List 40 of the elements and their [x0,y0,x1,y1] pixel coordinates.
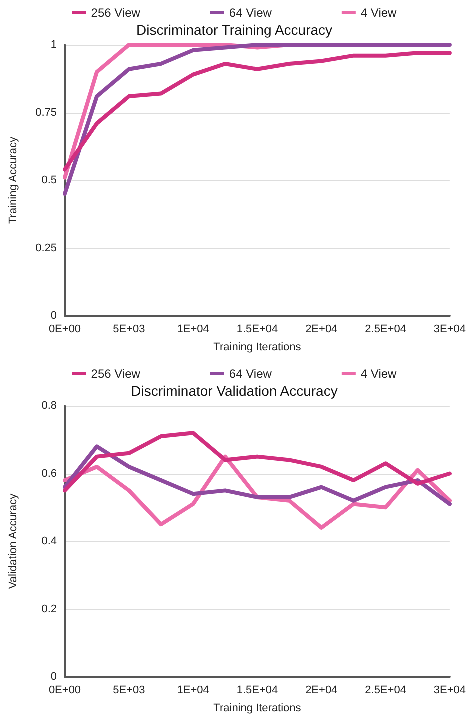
x-tick-label: 1.5E+04 [236,684,278,696]
y-tick-label: 0.8 [42,400,57,412]
y-axis-title: Validation Accuracy [8,493,20,590]
x-tick-label: 3E+04 [434,684,466,696]
x-tick-label: 1E+04 [177,684,210,696]
y-tick-label: 0.6 [42,468,57,480]
x-axis-title: Training Iterations [214,342,302,354]
legend-label: 4 View [360,367,398,381]
y-axis-title: Training Accuracy [8,136,20,224]
line-series [63,51,452,172]
y-tick-label: 0.5 [42,174,57,186]
y-tick-label: 0.75 [36,106,57,119]
y-tick-label: 0.4 [42,536,57,548]
y-tick-label: 0 [50,671,57,683]
x-tick-label: 5E+03 [113,324,146,336]
line-series [63,431,452,493]
legend-label: 64 View [229,6,272,20]
y-tick-label: 0.2 [42,603,57,616]
x-tick-label: 2.5E+04 [365,684,406,696]
x-axis-title: Training Iterations [214,702,302,714]
x-tick-label: 2.5E+04 [365,324,406,336]
legend-label: 256 View [91,367,141,381]
x-tick-label: 5E+03 [113,684,146,696]
line-series [63,43,452,196]
y-tick-label: 0 [50,310,57,322]
legend-label: 64 View [229,367,272,381]
chart-title: Discriminator Validation Accuracy [131,383,338,399]
x-tick-label: 0E+00 [48,684,82,696]
x-tick-label: 2E+04 [306,684,338,696]
y-tick-label: 0.25 [36,242,57,254]
legend-label: 256 View [91,6,141,20]
x-tick-label: 3E+04 [434,324,466,336]
line-series [63,444,452,506]
chart-title: Discriminator Training Accuracy [136,22,333,38]
legend-label: 4 View [360,6,398,20]
x-tick-label: 1.5E+04 [236,324,278,336]
x-tick-label: 1E+04 [177,324,210,336]
y-tick-label: 1 [50,39,57,51]
x-tick-label: 0E+00 [48,324,82,336]
x-tick-label: 2E+04 [306,324,338,336]
